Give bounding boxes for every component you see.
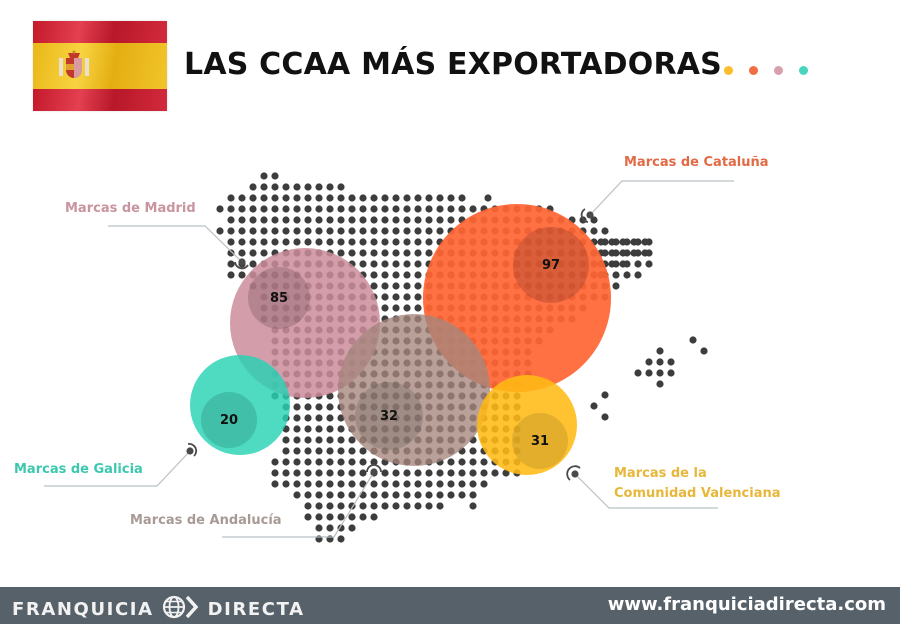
footer-bar: FRANQUICIA DIRECTA www.franquiciadirecta… — [0, 587, 900, 624]
decoration-dot — [749, 66, 758, 75]
website-link[interactable]: www.franquiciadirecta.com — [607, 594, 886, 615]
decoration-dot — [724, 66, 733, 75]
decoration-dot — [799, 66, 808, 75]
bubble-value-galicia: 20 — [201, 392, 257, 448]
label-madrid: Marcas de Madrid — [65, 201, 196, 216]
globe-arrow-icon — [162, 595, 202, 624]
spain-flag-icon — [33, 21, 167, 111]
page-title: LAS CCAA MÁS EXPORTADORAS — [184, 47, 722, 82]
decoration-dot — [774, 66, 783, 75]
label-valenciana-line1: Marcas de la — [614, 466, 707, 481]
label-andalucia: Marcas de Andalucía — [130, 513, 282, 528]
brand-logo[interactable]: FRANQUICIA DIRECTA — [12, 595, 305, 624]
bubble-galicia — [190, 355, 290, 455]
bubble-value-andalucia: 32 — [355, 382, 423, 450]
label-galicia: Marcas de Galicia — [14, 462, 143, 477]
label-valenciana-line2: Comunidad Valenciana — [614, 486, 781, 501]
coat-of-arms-icon — [59, 50, 89, 78]
bubble-value-cataluna: 97 — [513, 227, 589, 303]
brand-name-right: DIRECTA — [207, 599, 305, 620]
label-cataluna: Marcas de Cataluña — [624, 155, 769, 170]
title-decoration-dots — [724, 66, 808, 75]
bubble-andalucia — [338, 314, 490, 466]
bubble-value-valenciana: 31 — [512, 413, 568, 469]
brand-name-left: FRANQUICIA — [12, 599, 154, 620]
bubble-value-madrid: 85 — [248, 267, 310, 329]
bubble-valenciana — [477, 375, 577, 475]
